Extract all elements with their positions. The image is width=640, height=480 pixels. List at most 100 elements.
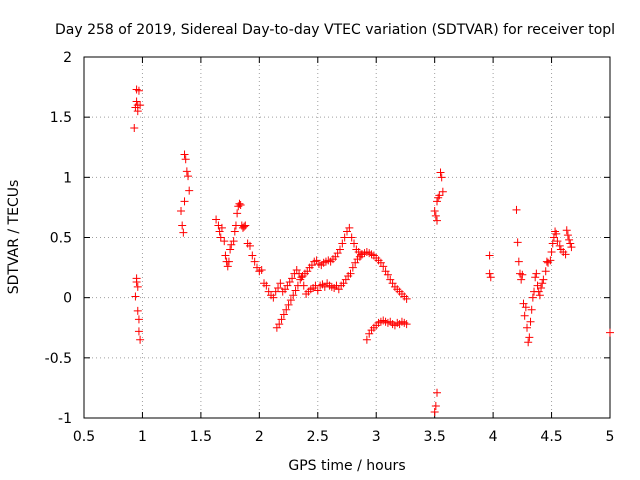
data-point	[433, 388, 442, 397]
data-point	[134, 86, 143, 95]
data-point	[433, 216, 442, 225]
data-points	[130, 85, 614, 416]
data-point	[437, 173, 446, 182]
data-point	[379, 262, 388, 271]
x-tick-label: 4.5	[540, 429, 562, 445]
data-point	[552, 229, 561, 238]
data-point	[532, 269, 541, 278]
data-point	[518, 270, 527, 279]
data-point	[431, 211, 440, 220]
data-point	[181, 155, 190, 164]
data-point	[185, 186, 194, 195]
data-point	[436, 168, 445, 177]
data-point	[548, 239, 557, 248]
chart-title: Day 258 of 2019, Sidereal Day-to-day VTE…	[55, 22, 615, 38]
y-tick-label: 0	[63, 291, 72, 307]
x-tick-label: 2	[255, 429, 264, 445]
data-point	[180, 150, 189, 159]
y-axis-label: SDTVAR / TECUs	[6, 180, 22, 295]
data-point	[177, 207, 186, 216]
data-point	[279, 310, 288, 319]
data-point	[257, 265, 266, 274]
data-point	[542, 257, 551, 266]
data-point	[313, 286, 322, 295]
data-point	[347, 233, 356, 242]
data-point	[293, 281, 302, 290]
x-tick-label: 0.5	[73, 429, 95, 445]
plot-frame	[83, 56, 611, 419]
data-point	[236, 201, 245, 210]
data-point	[134, 327, 143, 336]
data-point	[276, 279, 285, 288]
data-point	[485, 269, 494, 278]
data-point	[430, 407, 439, 416]
data-point	[282, 305, 291, 314]
y-tick-label: -0.5	[45, 351, 72, 367]
data-point	[275, 320, 284, 329]
data-point	[220, 237, 229, 246]
data-point	[431, 401, 440, 410]
data-point	[136, 101, 145, 110]
data-point	[435, 191, 444, 200]
data-point	[136, 335, 145, 344]
data-point	[133, 282, 142, 291]
y-tick-label: 0.5	[50, 231, 72, 247]
tick-layer	[83, 56, 611, 419]
data-point	[517, 275, 526, 284]
data-point	[288, 274, 297, 283]
data-point	[535, 291, 544, 300]
y-tick-label: -1	[58, 411, 72, 427]
data-point	[513, 238, 522, 247]
data-point	[133, 306, 142, 315]
y-tick-label: 1	[63, 170, 72, 186]
data-point	[335, 245, 344, 254]
data-point	[350, 239, 359, 248]
data-point	[563, 231, 572, 240]
data-point	[546, 256, 555, 265]
x-tick-label: 1	[138, 429, 147, 445]
data-point	[561, 250, 570, 259]
data-point	[430, 207, 439, 216]
data-point	[229, 237, 238, 246]
data-point	[233, 209, 242, 218]
data-point	[566, 239, 575, 248]
data-point	[402, 294, 411, 303]
data-point	[216, 233, 225, 242]
data-point	[291, 286, 300, 295]
data-point	[269, 293, 278, 302]
data-point	[224, 257, 233, 266]
data-point	[262, 281, 271, 290]
data-point	[523, 323, 532, 332]
data-point	[179, 228, 188, 237]
data-point	[274, 284, 283, 293]
x-tick-label: 3	[372, 429, 381, 445]
data-point	[537, 284, 546, 293]
data-point	[345, 223, 354, 232]
data-point	[538, 279, 547, 288]
data-point	[565, 235, 574, 244]
data-point	[438, 187, 447, 196]
data-point	[180, 197, 189, 206]
data-point	[485, 251, 494, 260]
data-point	[241, 221, 250, 230]
data-point	[131, 292, 140, 301]
data-point	[346, 269, 355, 278]
data-point	[547, 247, 556, 256]
x-tick-label: 4	[489, 429, 498, 445]
data-point	[250, 257, 259, 266]
y-tick-label: 2	[63, 50, 72, 66]
data-point	[562, 226, 571, 235]
data-point	[531, 273, 540, 282]
data-point	[526, 317, 535, 326]
x-tick-label: 5	[606, 429, 615, 445]
data-point	[338, 239, 347, 248]
data-point	[527, 305, 536, 314]
data-point	[541, 267, 550, 276]
data-point	[521, 303, 530, 312]
data-point	[284, 300, 293, 309]
data-point	[248, 251, 257, 260]
data-point	[182, 167, 191, 176]
data-point	[240, 222, 249, 231]
